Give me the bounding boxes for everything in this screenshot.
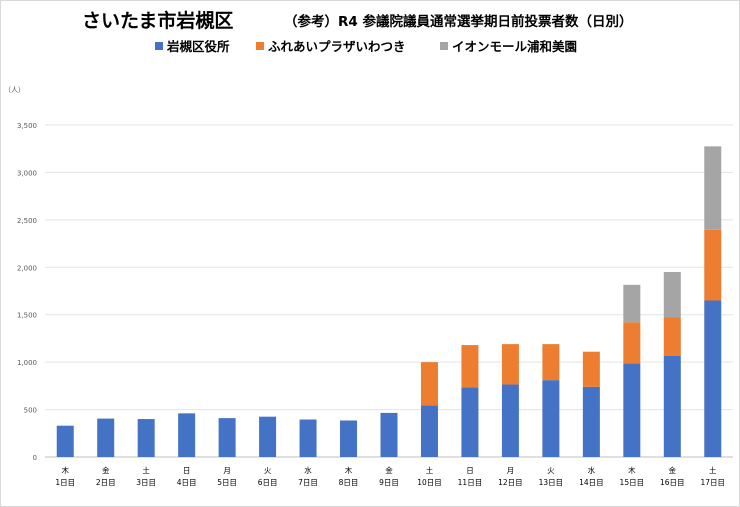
x-tick-weekday: 土 [709, 465, 717, 475]
x-tick-day: 10日目 [417, 478, 442, 487]
x-tick-day: 14日目 [579, 478, 604, 487]
bar-segment-s1-day6 [259, 416, 277, 457]
x-tick-day: 1日目 [55, 478, 75, 487]
x-tick-day: 11日目 [458, 478, 483, 487]
bar-segment-s2-day10 [420, 362, 438, 406]
x-tick-weekday: 土 [142, 465, 150, 475]
x-tick-weekday: 水 [588, 465, 596, 475]
y-tick-label: 3,500 [17, 122, 37, 130]
x-tick-day: 15日目 [620, 478, 645, 487]
bar-segment-s1-day2 [97, 418, 115, 457]
bar-segment-s3-day16 [663, 272, 681, 318]
x-tick-weekday: 金 [102, 465, 110, 475]
y-tick-label: 0 [33, 454, 37, 462]
bar-segment-s2-day11 [461, 345, 479, 388]
legend-label-3: イオンモール浦和美園 [452, 39, 577, 54]
legend-swatch-2 [256, 42, 264, 50]
bar-segment-s2-day15 [623, 322, 641, 364]
x-tick-weekday: 金 [669, 465, 677, 475]
legend-label-2: ふれあいプラザいわつき [268, 39, 406, 54]
bar-segment-s3-day17 [704, 146, 722, 230]
x-tick-day: 7日目 [298, 478, 318, 487]
bar-segment-s1-day11 [461, 387, 479, 457]
bar-segment-s2-day12 [501, 344, 519, 385]
bar-segment-s2-day16 [663, 317, 681, 356]
bar-segment-s1-day17 [704, 300, 722, 457]
bar-segment-s2-day13 [542, 344, 560, 381]
x-tick-weekday: 火 [547, 466, 555, 475]
x-tick-day: 6日目 [258, 478, 278, 487]
x-tick-day: 12日目 [498, 478, 523, 487]
x-tick-day: 17日目 [700, 478, 725, 487]
x-tick-weekday: 水 [304, 465, 312, 475]
x-tick-day: 16日目 [660, 478, 685, 487]
bar-segment-s1-day7 [299, 419, 317, 457]
x-tick-day: 9日目 [379, 478, 399, 487]
x-tick-day: 4日目 [177, 478, 197, 487]
x-tick-weekday: 火 [264, 466, 272, 475]
bar-segment-s2-day17 [704, 229, 722, 301]
chart-title: さいたま市岩槻区 [82, 9, 233, 32]
y-tick-label: 500 [24, 407, 37, 415]
x-tick-weekday: 日 [183, 466, 191, 475]
x-tick-weekday: 木 [628, 465, 636, 475]
bar-segment-s1-day4 [178, 413, 196, 457]
x-tick-day: 13日目 [539, 478, 564, 487]
y-tick-label: 2,500 [17, 217, 37, 225]
legend-swatch-3 [440, 42, 448, 50]
x-tick-weekday: 木 [345, 465, 353, 475]
x-tick-weekday: 木 [61, 465, 69, 475]
y-tick-label: 1,500 [17, 312, 37, 320]
x-tick-weekday: 土 [426, 465, 434, 475]
y-tick-label: 1,000 [17, 359, 37, 367]
x-tick-weekday: 金 [385, 465, 393, 475]
legend-label-1: 岩槻区役所 [166, 39, 230, 54]
x-tick-weekday: 月 [507, 466, 515, 475]
bar-segment-s1-day5 [218, 418, 236, 457]
legend-swatch-1 [155, 42, 163, 50]
bar-segment-s1-day13 [542, 380, 560, 457]
x-tick-weekday: 日 [466, 466, 474, 475]
x-tick-day: 3日目 [136, 478, 156, 487]
bar-segment-s1-day15 [623, 363, 641, 457]
bar-segment-s1-day14 [582, 386, 600, 457]
x-tick-day: 2日目 [96, 478, 116, 487]
chart-subtitle: （参考）R4 参議院議員通常選挙期日前投票者数（日別） [284, 13, 633, 30]
bar-segment-s1-day8 [340, 420, 358, 457]
bar-segment-s1-day10 [420, 405, 438, 457]
x-tick-day: 8日目 [339, 478, 359, 487]
bar-segment-s2-day14 [582, 351, 600, 387]
x-tick-day: 5日目 [217, 478, 237, 487]
bar-segment-s3-day15 [623, 284, 641, 323]
x-tick-weekday: 月 [223, 466, 231, 475]
y-tick-label: 3,000 [17, 169, 37, 177]
bar-segment-s1-day16 [663, 355, 681, 457]
y-tick-label: 2,000 [17, 264, 37, 272]
y-unit-label: （人） [4, 86, 25, 94]
bar-segment-s1-day9 [380, 412, 398, 457]
bar-segment-s1-day3 [137, 419, 155, 457]
bar-segment-s1-day1 [56, 425, 74, 457]
bar-segment-s1-day12 [501, 384, 519, 457]
